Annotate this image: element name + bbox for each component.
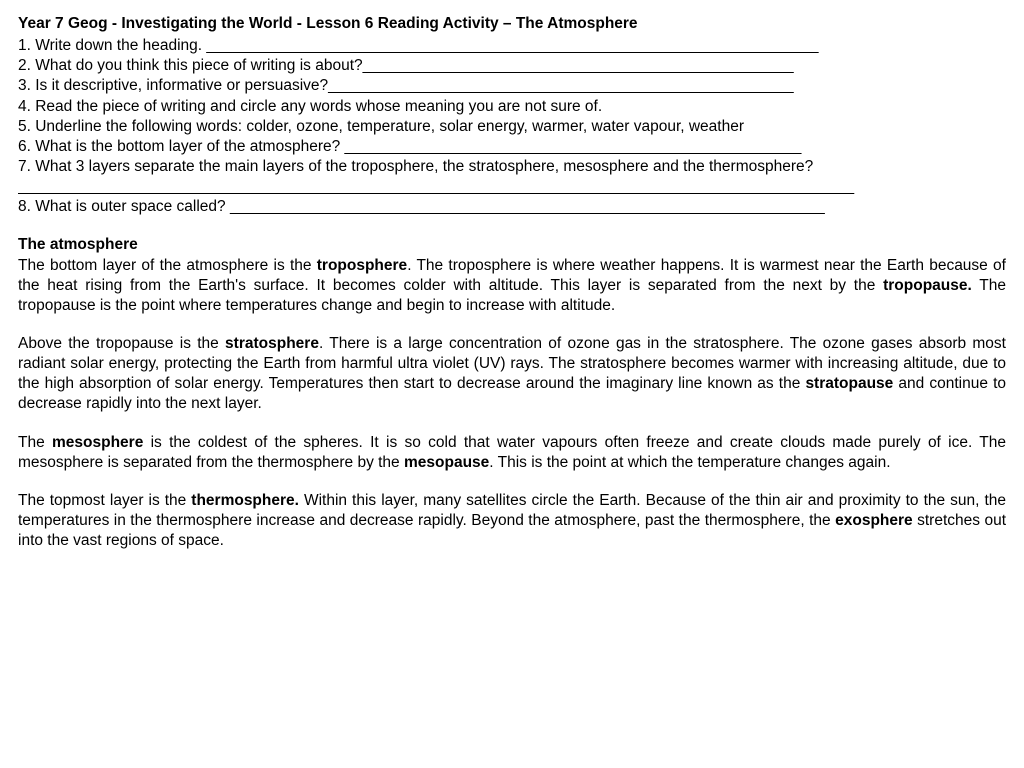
p3-text-a: The	[18, 434, 52, 451]
question-1: 1. Write down the heading. _____________…	[18, 36, 1006, 56]
p3-text-d: . This is the point at which the tempera…	[489, 454, 890, 471]
question-6: 6. What is the bottom layer of the atmos…	[18, 137, 1006, 157]
p1-text-a: The bottom layer of the atmosphere is th…	[18, 257, 317, 274]
question-2: 2. What do you think this piece of writi…	[18, 56, 1006, 76]
question-list: 1. Write down the heading. _____________…	[18, 36, 1006, 217]
paragraph-3: The mesosphere is the coldest of the sph…	[18, 433, 1006, 473]
p4-text-a: The topmost layer is the	[18, 492, 191, 509]
paragraph-1: The bottom layer of the atmosphere is th…	[18, 256, 1006, 316]
question-3: 3. Is it descriptive, informative or per…	[18, 76, 1006, 96]
bold-mesosphere: mesosphere	[52, 434, 143, 451]
bold-stratosphere: stratosphere	[225, 335, 319, 352]
bold-exosphere: exosphere	[835, 512, 913, 529]
p2-text-a: Above the tropopause is the	[18, 335, 225, 352]
question-4: 4. Read the piece of writing and circle …	[18, 97, 1006, 117]
question-7: 7. What 3 layers separate the main layer…	[18, 157, 1006, 177]
question-7-blank: ________________________________________…	[18, 177, 1006, 197]
paragraph-2: Above the tropopause is the stratosphere…	[18, 334, 1006, 415]
worksheet-title: Year 7 Geog - Investigating the World - …	[18, 14, 1006, 34]
passage-heading: The atmosphere	[18, 235, 1006, 255]
bold-mesopause: mesopause	[404, 454, 489, 471]
bold-thermosphere: thermosphere.	[191, 492, 299, 509]
bold-tropopause: tropopause.	[883, 277, 972, 294]
question-8: 8. What is outer space called? _________…	[18, 197, 1006, 217]
question-5: 5. Underline the following words: colder…	[18, 117, 1006, 137]
bold-troposphere: troposphere	[317, 257, 407, 274]
bold-stratopause: stratopause	[805, 375, 893, 392]
paragraph-4: The topmost layer is the thermosphere. W…	[18, 491, 1006, 551]
